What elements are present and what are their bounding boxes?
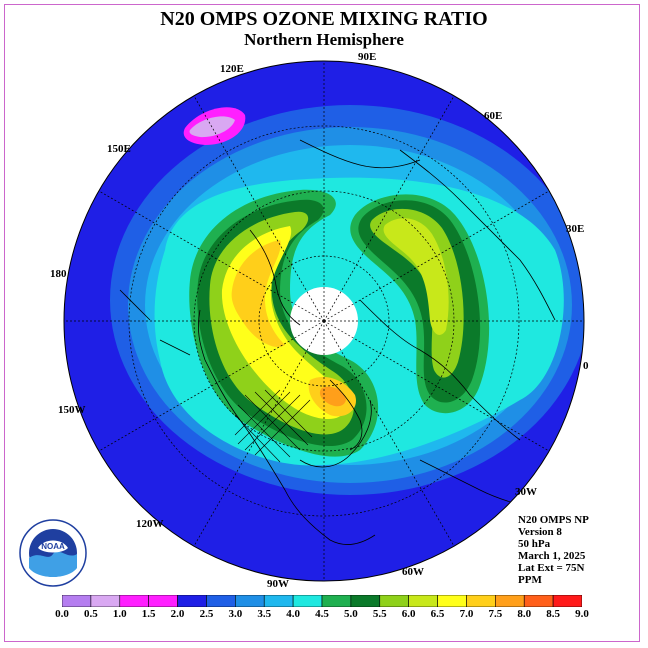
map-title: N20 OMPS OZONE MIXING RATIO (160, 8, 488, 30)
lon-label-150e: 150E (107, 143, 131, 155)
colorbar-swatch (379, 595, 409, 607)
ozone-deeporange (319, 386, 346, 407)
ozone-magenta-patch-2 (189, 116, 235, 138)
noaa-logo-text: NOAA (41, 542, 65, 551)
colorbar-tick-label: 2.5 (199, 608, 214, 620)
colorbar-swatch (321, 595, 352, 607)
colorbar-swatch (119, 595, 149, 607)
info-date: March 1, 2025 (518, 550, 586, 562)
colorbar-swatch (437, 595, 467, 607)
map-subtitle: Northern Hemisphere (244, 30, 404, 49)
colorbar-tick-label: 3.5 (257, 608, 272, 620)
colorbar-swatch (177, 595, 207, 607)
colorbar-swatch (408, 595, 438, 607)
colorbar-tick-label: 4.5 (315, 608, 329, 620)
colorbar-tick-label: 1.0 (112, 608, 127, 620)
colorbar-tick-label: 9.0 (575, 608, 589, 620)
colorbar-swatch (90, 595, 121, 607)
colorbar-tick-label: 6.5 (430, 608, 445, 620)
graticule (64, 61, 584, 581)
lon-label-150w: 150W (58, 404, 86, 416)
lon-label-120e: 120E (220, 63, 244, 75)
colorbar-tick-label: 3.0 (228, 608, 243, 620)
colorbar-tick-label: 1.5 (141, 608, 156, 620)
lon-label-30w: 30W (515, 486, 537, 498)
ozone-lime-east (370, 208, 464, 378)
colorbar-swatch (495, 595, 525, 607)
info-level: 50 hPa (518, 538, 551, 550)
lon-label-90w: 90W (267, 578, 289, 590)
info-lat-ext: Lat Ext = 75N (518, 562, 585, 574)
colorbar-tick-label: 5.0 (344, 608, 358, 620)
colorbar-swatch (148, 595, 178, 607)
ozone-orange-west (231, 240, 285, 348)
colorbar-swatch (292, 595, 323, 607)
colorbar-swatch (523, 595, 554, 607)
colorbar (62, 595, 582, 607)
colorbar-swatch (350, 595, 381, 607)
plot-frame (4, 4, 640, 642)
lon-label-60w: 60W (402, 566, 424, 578)
colorbar-tick-label: 5.5 (372, 608, 387, 620)
info-version: Version 8 (518, 526, 562, 538)
ozone-yellow-east (383, 218, 449, 335)
info-block: N20 OMPS NP Version 8 50 hPa March 1, 20… (518, 514, 589, 586)
colorbar-tick-label: 8.0 (517, 608, 532, 620)
colorbar-tick-label: 0.0 (55, 608, 69, 620)
colorbar-swatch (206, 595, 236, 607)
info-instrument: N20 OMPS NP (518, 514, 589, 526)
colorbar-tick-label: 8.5 (546, 608, 560, 620)
colorbar-swatch (552, 595, 582, 607)
colorbar-swatch (466, 595, 496, 607)
lon-label-30e: 30E (566, 223, 585, 235)
colorbar-swatch (263, 595, 294, 607)
colorbar-swatch (235, 595, 265, 607)
colorbar-tick-label: 4.0 (286, 608, 300, 620)
colorbar-tick-label: 2.0 (170, 608, 185, 620)
lon-label-180: 180 (50, 268, 67, 280)
lon-label-0: 0 (583, 360, 589, 372)
colorbar-swatch (62, 595, 92, 607)
hatch-region (234, 389, 313, 463)
colorbar-tick-label: 7.0 (459, 608, 474, 620)
colorbar-tick-label: 6.0 (401, 608, 416, 620)
colorbar-tick-label: 0.5 (84, 608, 98, 620)
lon-label-90e: 90E (358, 51, 377, 63)
info-units: PPM (518, 574, 542, 586)
colorbar-tick-label: 7.5 (488, 608, 503, 620)
lon-label-120w: 120W (136, 518, 164, 530)
noaa-logo: NOAA (19, 519, 87, 587)
lon-label-60e: 60E (484, 110, 503, 122)
